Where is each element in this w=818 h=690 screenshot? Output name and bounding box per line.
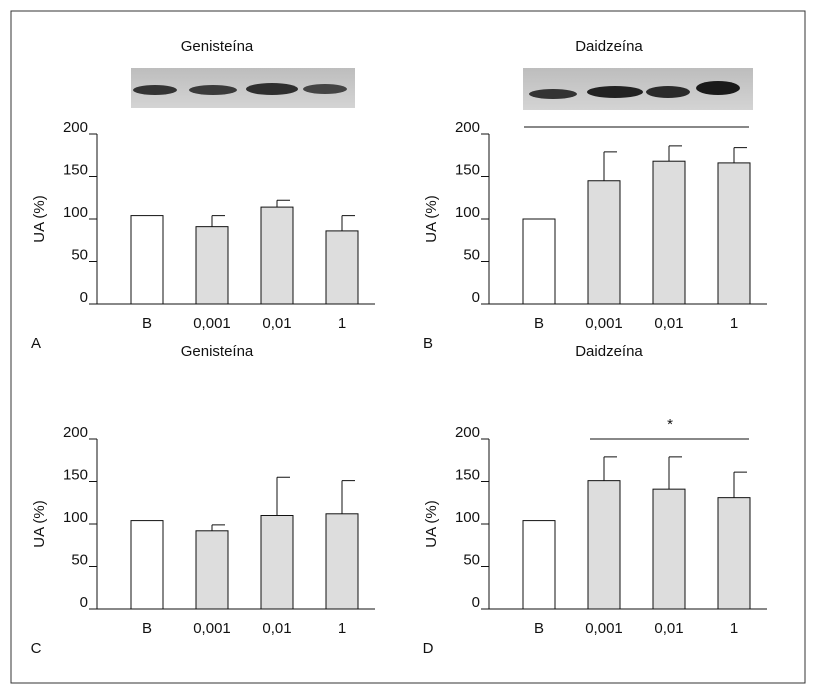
- error-bar: [668, 456, 682, 490]
- y-axis-label: UA (%): [423, 195, 440, 243]
- error-bar: [668, 145, 682, 162]
- x-tick-label: 0,01: [262, 315, 291, 332]
- error-bar: [603, 456, 617, 481]
- y-tick-label: 200: [63, 424, 88, 441]
- annotation: *: [667, 416, 673, 433]
- y-tick-label: 100: [455, 509, 480, 526]
- bar: [587, 180, 621, 305]
- y-axis-label: UA (%): [423, 500, 440, 548]
- y-tick-label: 0: [80, 289, 88, 306]
- bar: [325, 513, 359, 610]
- chart-title: Genisteína: [181, 343, 254, 360]
- x-tick-label: B: [142, 620, 152, 637]
- error-bar: [733, 147, 747, 163]
- western-blot: [523, 68, 753, 110]
- x-tick-label: 1: [338, 315, 346, 332]
- bar: [260, 515, 294, 610]
- y-tick-label: 150: [455, 466, 480, 483]
- chart-title: Daidzeína: [575, 38, 643, 55]
- error-bar: [341, 215, 355, 231]
- chart-title: Daidzeína: [575, 343, 643, 360]
- error-bar: [276, 476, 290, 516]
- bar: [130, 520, 164, 610]
- y-tick-label: 0: [472, 289, 480, 306]
- x-tick-label: 1: [730, 315, 738, 332]
- y-tick-label: 0: [80, 594, 88, 611]
- western-blot: [131, 68, 355, 108]
- y-tick-label: 50: [463, 246, 480, 263]
- bar: [325, 230, 359, 305]
- panel-label: D: [423, 640, 434, 657]
- bar: [260, 206, 294, 305]
- x-tick-label: 0,001: [193, 315, 231, 332]
- y-axis-label: UA (%): [31, 195, 48, 243]
- error-bar: [733, 471, 747, 498]
- bar: [717, 497, 751, 610]
- panel-label: B: [423, 335, 433, 352]
- bar: [195, 226, 229, 305]
- y-tick-label: 100: [63, 204, 88, 221]
- y-tick-label: 150: [455, 161, 480, 178]
- y-axis-label: UA (%): [31, 500, 48, 548]
- x-tick-label: 0,001: [585, 620, 623, 637]
- bar: [522, 218, 556, 305]
- chart-title: Genisteína: [181, 38, 254, 55]
- bar: [130, 215, 164, 305]
- x-tick-label: 0,001: [585, 315, 623, 332]
- y-tick-label: 50: [71, 246, 88, 263]
- bar: [717, 162, 751, 305]
- error-bar: [276, 199, 290, 208]
- y-tick-label: 200: [455, 424, 480, 441]
- error-bar: [211, 524, 225, 531]
- y-tick-label: 0: [472, 594, 480, 611]
- error-bar: [341, 480, 355, 514]
- bar: [522, 520, 556, 610]
- error-bar: [211, 215, 225, 227]
- panel-label: A: [31, 335, 41, 352]
- bar: [195, 530, 229, 610]
- error-bar: [603, 151, 617, 181]
- x-tick-label: 0,01: [262, 620, 291, 637]
- bar: [652, 160, 686, 305]
- bar: [652, 488, 686, 610]
- x-tick-label: 1: [338, 620, 346, 637]
- x-tick-label: B: [534, 315, 544, 332]
- y-tick-label: 150: [63, 466, 88, 483]
- bar: [587, 480, 621, 610]
- x-tick-label: 0,001: [193, 620, 231, 637]
- x-tick-label: B: [534, 620, 544, 637]
- panel-label: C: [31, 640, 42, 657]
- y-tick-label: 150: [63, 161, 88, 178]
- y-tick-label: 100: [455, 204, 480, 221]
- x-tick-label: B: [142, 315, 152, 332]
- y-tick-label: 100: [63, 509, 88, 526]
- frame: [10, 10, 806, 684]
- y-tick-label: 200: [63, 119, 88, 136]
- y-tick-label: 50: [463, 551, 480, 568]
- x-tick-label: 1: [730, 620, 738, 637]
- x-tick-label: 0,01: [654, 620, 683, 637]
- y-tick-label: 50: [71, 551, 88, 568]
- y-tick-label: 200: [455, 119, 480, 136]
- x-tick-label: 0,01: [654, 315, 683, 332]
